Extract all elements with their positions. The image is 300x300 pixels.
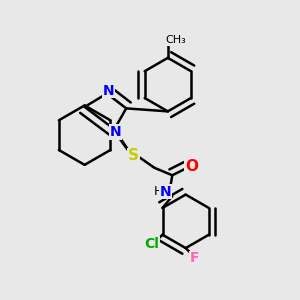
Text: Cl: Cl <box>145 237 160 250</box>
Text: F: F <box>190 251 199 266</box>
Text: O: O <box>185 159 198 174</box>
Text: N: N <box>110 125 122 139</box>
Text: CH₃: CH₃ <box>165 35 186 45</box>
Text: S: S <box>128 148 139 164</box>
Text: H: H <box>154 185 164 198</box>
Text: N: N <box>103 84 114 98</box>
Text: N: N <box>160 184 171 199</box>
